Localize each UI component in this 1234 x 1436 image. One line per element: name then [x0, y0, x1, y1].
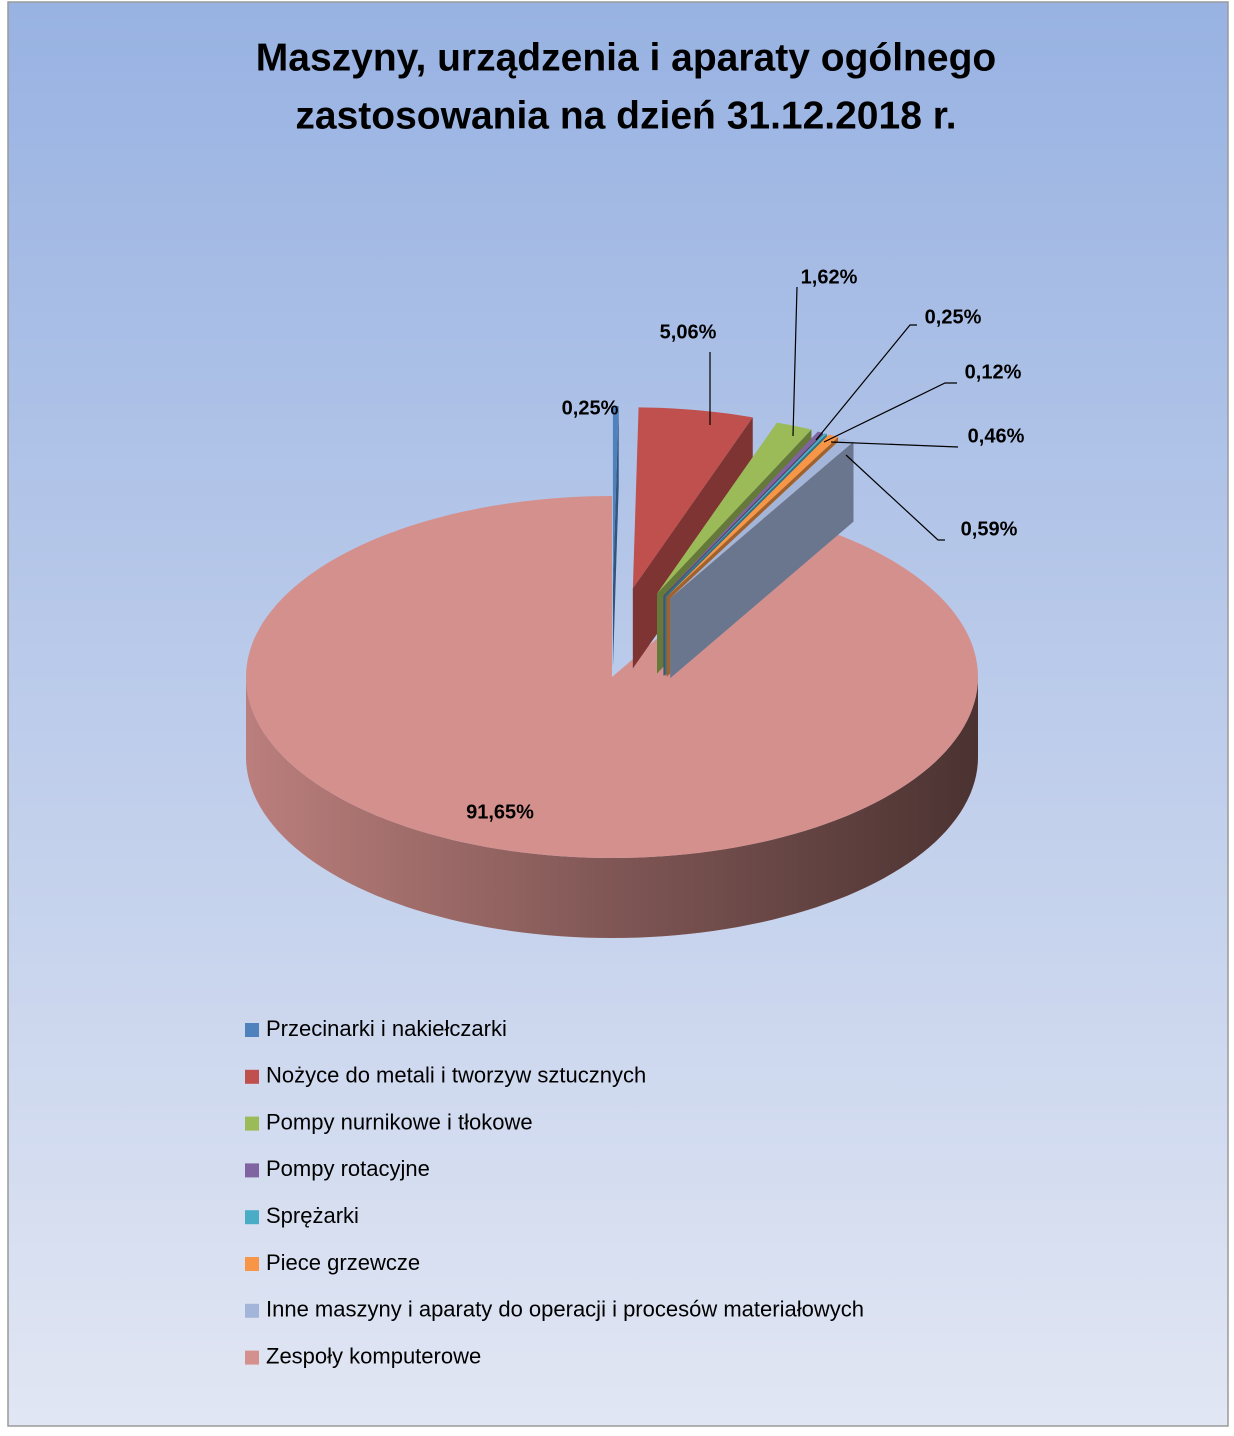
slice [670, 438, 854, 599]
data-label: 0,12% [965, 361, 1022, 383]
leader-line [792, 286, 798, 437]
legend-label: Pompy nurnikowe i tłokowe [266, 1109, 533, 1134]
data-label: 0,25% [925, 306, 982, 328]
slice [632, 407, 753, 589]
leader-line [830, 441, 959, 448]
legend-swatch [245, 1350, 259, 1365]
slice [657, 422, 812, 594]
chart-title: zastosowania na dzień 31.12.2018 r. [295, 94, 956, 137]
legend-label: Zespoły komputerowe [266, 1343, 481, 1368]
data-label: 1,62% [801, 266, 858, 288]
slice-side-shade [670, 441, 854, 679]
data-label: 91,65% [466, 801, 534, 823]
data-label: 0,46% [968, 425, 1025, 447]
data-label: 0,59% [961, 518, 1018, 540]
slice-side-shade [612, 406, 619, 668]
legend-swatch [245, 1069, 259, 1084]
legend-label: Nożyce do metali i tworzyw sztucznych [266, 1063, 646, 1088]
legend-label: Pompy rotacyjne [266, 1156, 430, 1181]
slice-side-shade [246, 677, 978, 938]
legend-label: Przecinarki i nakiełczarki [266, 1016, 507, 1041]
chart-title: Maszyny, urządzenia i aparaty ogólnego [256, 36, 996, 79]
data-label: 5,06% [660, 321, 717, 343]
legend-swatch [245, 1023, 259, 1037]
slice [663, 431, 823, 596]
data-label: 0,25% [562, 397, 619, 419]
legend-label: Sprężarki [266, 1203, 359, 1228]
leader-line [815, 324, 917, 441]
legend-swatch [245, 1116, 259, 1131]
legend-swatch [245, 1257, 259, 1271]
slice [666, 434, 839, 597]
slice [664, 433, 827, 597]
legend-swatch [245, 1303, 259, 1318]
legend-label: Inne maszyny i aparaty do operacji i pro… [266, 1297, 864, 1322]
slice-side [670, 441, 854, 679]
slice [246, 496, 978, 858]
leader-line [823, 382, 957, 443]
slice-side [612, 406, 619, 668]
legend-swatch [245, 1210, 259, 1225]
leader-line [845, 454, 945, 541]
legend-label: Piece grzewcze [266, 1250, 420, 1275]
slice [612, 406, 619, 588]
legend-swatch [245, 1163, 259, 1178]
